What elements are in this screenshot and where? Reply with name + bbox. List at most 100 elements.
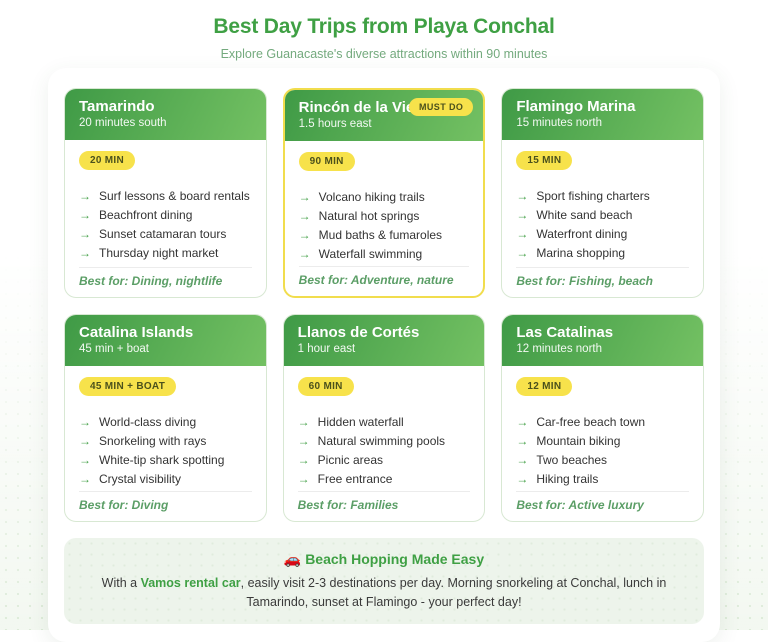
card-header: MUST DO Rincón de la Vieja 1.5 hours eas…	[284, 90, 484, 141]
best-for-label: Best for: Dining, nightlife	[79, 267, 252, 288]
list-item: → Two beaches	[516, 453, 689, 468]
arrow-icon: →	[79, 472, 91, 486]
arrow-icon: →	[297, 453, 310, 467]
list-item-label: Hiking trails	[536, 472, 599, 486]
highlight-list: → Sport fishing charters → White sand beac…	[516, 189, 689, 265]
list-item-label: Mountain biking	[536, 434, 621, 448]
card-body: 15 MIN → Sport fishing charters → White sa…	[502, 140, 703, 297]
card-title: Catalina Islands	[79, 324, 194, 341]
arrow-icon: →	[516, 208, 529, 222]
time-badge: 45 MIN + BOAT	[79, 377, 177, 396]
list-item-label: Thursday night market	[99, 246, 219, 260]
card-distance: 45 min + boat	[79, 343, 150, 355]
highlight-list: → Volcano hiking trails → Natural hot spri…	[299, 190, 470, 266]
arrow-icon: →	[79, 227, 91, 241]
card-title: Las Catalinas	[516, 324, 614, 341]
list-item-label: World-class diving	[99, 415, 197, 429]
list-item-label: Waterfall swimming	[318, 247, 423, 261]
trip-card-las-catalinas: Las Catalinas 12 minutes north 12 MIN → C…	[501, 314, 704, 522]
list-item: → White-tip shark spotting	[79, 453, 252, 468]
card-distance: 12 minutes north	[516, 343, 602, 355]
card-distance: 20 minutes south	[79, 117, 167, 129]
arrow-icon: →	[79, 453, 91, 467]
list-item-label: Mud baths & fumaroles	[318, 228, 443, 242]
trip-card-catalina-islands: Catalina Islands 45 min + boat 45 MIN + …	[64, 314, 267, 522]
list-item-label: Waterfront dining	[536, 227, 628, 241]
card-distance: 15 minutes north	[516, 117, 602, 129]
list-item: → Free entrance	[298, 472, 471, 487]
card-body: 90 MIN → Volcano hiking trails → Natural h…	[285, 141, 484, 296]
trip-card-rincon-de-la-vieja: MUST DO Rincón de la Vieja 1.5 hours eas…	[282, 88, 486, 298]
arrow-icon: →	[516, 415, 529, 429]
list-item: → Picnic areas	[298, 453, 471, 468]
time-badge: 12 MIN	[516, 377, 573, 396]
arrow-icon: →	[79, 208, 91, 222]
card-title: Flamingo Marina	[516, 98, 636, 115]
list-item: → Sunset catamaran tours	[79, 227, 252, 242]
beach-hopping-tip-banner: 🚗 Beach Hopping Made Easy With a Vamos r…	[64, 538, 704, 624]
list-item-label: Beachfront dining	[99, 208, 193, 222]
time-badge: 15 MIN	[516, 151, 573, 170]
list-item-label: Sport fishing charters	[536, 189, 650, 203]
arrow-icon: →	[297, 434, 310, 448]
card-header: Flamingo Marina 15 minutes north	[502, 89, 703, 140]
list-item: → Hiking trails	[516, 472, 689, 487]
arrow-icon: →	[297, 472, 310, 486]
trip-card-flamingo-marina: Flamingo Marina 15 minutes north 15 MIN …	[501, 88, 704, 298]
list-item: → Waterfall swimming	[299, 247, 470, 262]
arrow-icon: →	[298, 209, 311, 223]
page-header: Best Day Trips from Playa Conchal Explor…	[0, 0, 768, 61]
page-subtitle: Explore Guanacaste's diverse attractions…	[220, 47, 548, 61]
list-item-label: Natural swimming pools	[317, 434, 446, 448]
tip-text-before: With a	[101, 576, 141, 590]
highlight-list: → Surf lessons & board rentals → Beachfron…	[79, 189, 252, 265]
list-item-label: White-tip shark spotting	[99, 453, 225, 467]
time-badge: 90 MIN	[298, 152, 355, 171]
arrow-icon: →	[297, 415, 310, 429]
tip-text-after: , easily visit 2-3 destinations per day.…	[240, 576, 667, 609]
list-item: → Surf lessons & board rentals	[79, 189, 252, 204]
list-item: → Volcano hiking trails	[299, 190, 470, 205]
list-item-label: Picnic areas	[317, 453, 384, 467]
trip-cards-grid: Tamarindo 20 minutes south 20 MIN → Surf …	[64, 88, 704, 522]
arrow-icon: →	[298, 247, 311, 261]
card-body: 12 MIN → Car-free beach town → Mountain bi…	[502, 366, 703, 521]
list-item-label: Hidden waterfall	[317, 415, 404, 429]
list-item: → Car-free beach town	[516, 415, 689, 430]
arrow-icon: →	[516, 434, 529, 448]
arrow-icon: →	[79, 434, 91, 448]
list-item-label: Car-free beach town	[536, 415, 646, 429]
card-distance: 1.5 hours east	[298, 118, 372, 130]
list-item-label: White sand beach	[536, 208, 633, 222]
card-header: Catalina Islands 45 min + boat	[65, 315, 266, 366]
best-for-label: Best for: Fishing, beach	[516, 267, 689, 288]
list-item: → Mud baths & fumaroles	[299, 228, 470, 243]
list-item: → Sport fishing charters	[516, 189, 689, 204]
time-badge: 20 MIN	[79, 151, 136, 170]
tip-text: With a Vamos rental car, easily visit 2-…	[90, 574, 678, 612]
list-item: → Natural swimming pools	[298, 434, 471, 449]
list-item: → White sand beach	[516, 208, 689, 223]
trip-card-llanos-de-cortes: Llanos de Cortés 1 hour east 60 MIN → Hid…	[282, 314, 486, 522]
card-header: Llanos de Cortés 1 hour east	[283, 315, 485, 366]
list-item-label: Sunset catamaran tours	[99, 227, 227, 241]
best-for-label: Best for: Adventure, nature	[298, 266, 470, 287]
list-item-label: Volcano hiking trails	[318, 190, 425, 204]
card-body: 60 MIN → Hidden waterfall → Natural swimmi…	[284, 366, 485, 521]
trip-card-tamarindo: Tamarindo 20 minutes south 20 MIN → Surf …	[64, 88, 267, 298]
best-for-label: Best for: Families	[297, 491, 471, 512]
card-distance: 1 hour east	[297, 343, 356, 355]
list-item: → World-class diving	[79, 415, 252, 430]
best-for-label: Best for: Active luxury	[516, 491, 689, 512]
vamos-rental-car-link[interactable]: Vamos rental car	[140, 576, 241, 590]
list-item: → Mountain biking	[516, 434, 689, 449]
card-title: Rincón de la Vieja	[298, 99, 427, 116]
list-item: → Marina shopping	[516, 246, 689, 261]
tip-title: 🚗 Beach Hopping Made Easy	[90, 551, 678, 568]
list-item-label: Marina shopping	[536, 246, 626, 260]
list-item: → Thursday night market	[79, 246, 252, 261]
arrow-icon: →	[298, 228, 311, 242]
arrow-icon: →	[516, 472, 529, 486]
arrow-icon: →	[516, 453, 529, 467]
list-item-label: Snorkeling with rays	[99, 434, 207, 448]
